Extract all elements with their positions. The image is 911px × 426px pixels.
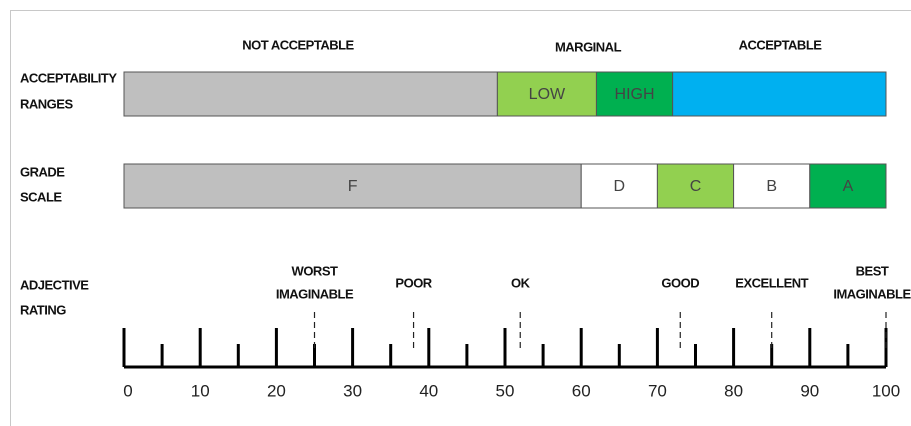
segment-label: LOW [529,86,566,103]
segment-label: D [614,178,626,195]
adjective-label: IMAGINABLE [833,286,911,301]
row-label: ACCEPTABILITY [20,70,117,85]
range-segment [809,163,887,209]
segment-label: F [348,178,358,195]
tick-label: 10 [191,381,210,400]
row-label: RATING [20,302,66,317]
range-header: ACCEPTABLE [739,37,823,52]
adjective-label: POOR [395,275,432,290]
row-label: ADJECTIVE [20,277,89,292]
segment-label: B [766,178,777,195]
adjective-label: WORST [292,263,338,278]
range-segment [123,163,582,209]
tick-label: 30 [343,381,362,400]
range-segment [672,71,887,117]
tick-label: 70 [648,381,667,400]
adjective-label: GOOD [661,275,699,290]
segment-label: HIGH [615,86,655,103]
tick-label: 80 [724,381,743,400]
adjective-label: EXCELLENT [735,275,808,290]
range-header: MARGINAL [555,39,622,54]
range-segment [733,163,811,209]
row-label: RANGES [20,96,73,111]
frame [10,10,911,426]
tick-label: 100 [872,381,900,400]
tick-label: 20 [267,381,286,400]
adjective-label: OK [511,275,531,290]
row-label: GRADE [20,164,65,179]
tick-label: 50 [496,381,515,400]
range-segment [123,71,498,117]
tick-label: 0 [123,381,132,400]
tick-label: 90 [800,381,819,400]
range-segment [595,71,674,117]
adjective-label: IMAGINABLE [276,286,354,301]
segment-label: C [690,178,702,195]
segment-label: A [843,178,854,195]
tick-label: 60 [572,381,591,400]
range-header: NOT ACCEPTABLE [242,37,354,52]
adjective-label: BEST [856,263,889,278]
row-label: SCALE [20,189,62,204]
tick-label: 40 [419,381,438,400]
